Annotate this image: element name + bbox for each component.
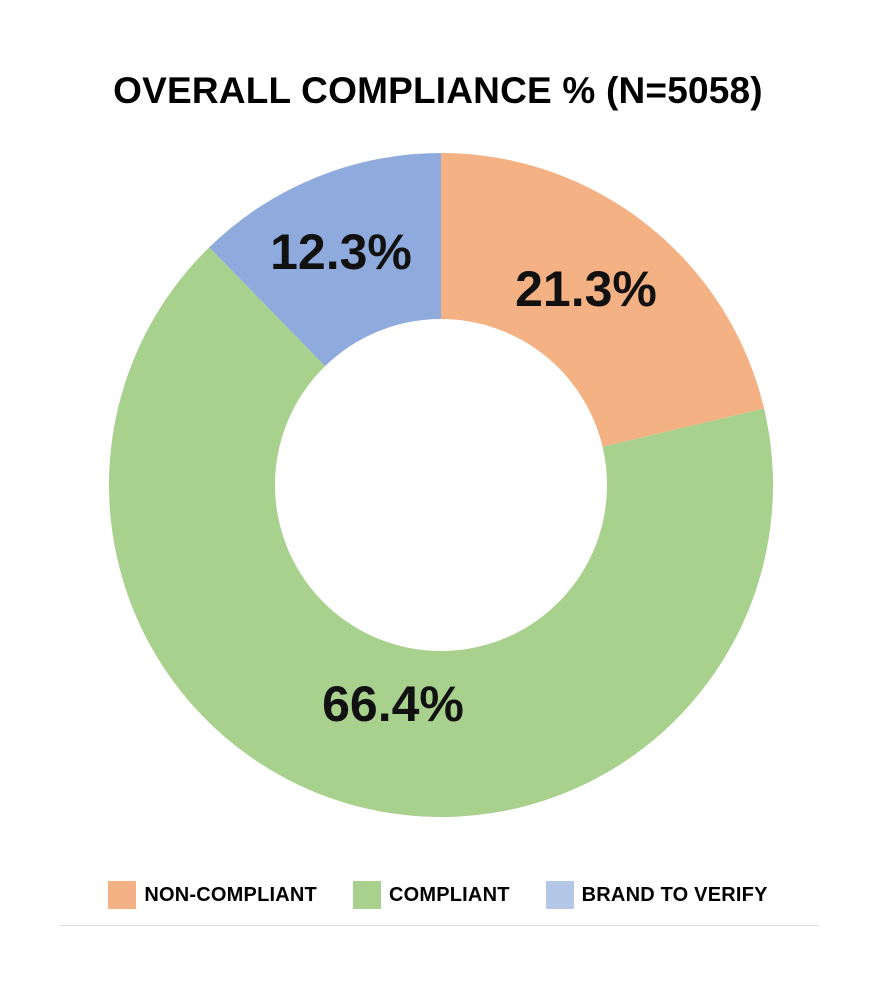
divider — [60, 925, 818, 926]
legend-swatch-non-compliant — [108, 881, 137, 909]
legend-item-compliant: COMPLIANT — [352, 881, 510, 909]
chart-title: OVERALL COMPLIANCE % (N=5058) — [113, 70, 763, 111]
slice-label-brand-to-verify: 12.3% — [270, 224, 412, 280]
legend-label-non-compliant: NON-COMPLIANT — [144, 883, 317, 906]
legend-swatch-compliant — [352, 881, 381, 909]
legend-label-compliant: COMPLIANT — [388, 883, 510, 906]
slice-brand-to-verify — [209, 153, 441, 367]
slice-label-non-compliant: 21.3% — [515, 261, 657, 317]
chart-legend: NON-COMPLIANT COMPLIANT BRAND TO VERIFY — [0, 878, 876, 912]
legend-label-brand-to-verify: BRAND TO VERIFY — [581, 883, 768, 906]
legend-swatch-brand-to-verify — [545, 881, 574, 909]
legend-item-brand-to-verify: BRAND TO VERIFY — [545, 881, 768, 909]
slice-non-compliant — [441, 153, 765, 447]
slice-compliant — [108, 247, 774, 818]
slice-label-compliant: 66.4% — [322, 676, 464, 732]
legend-item-non-compliant: NON-COMPLIANT — [108, 881, 317, 909]
